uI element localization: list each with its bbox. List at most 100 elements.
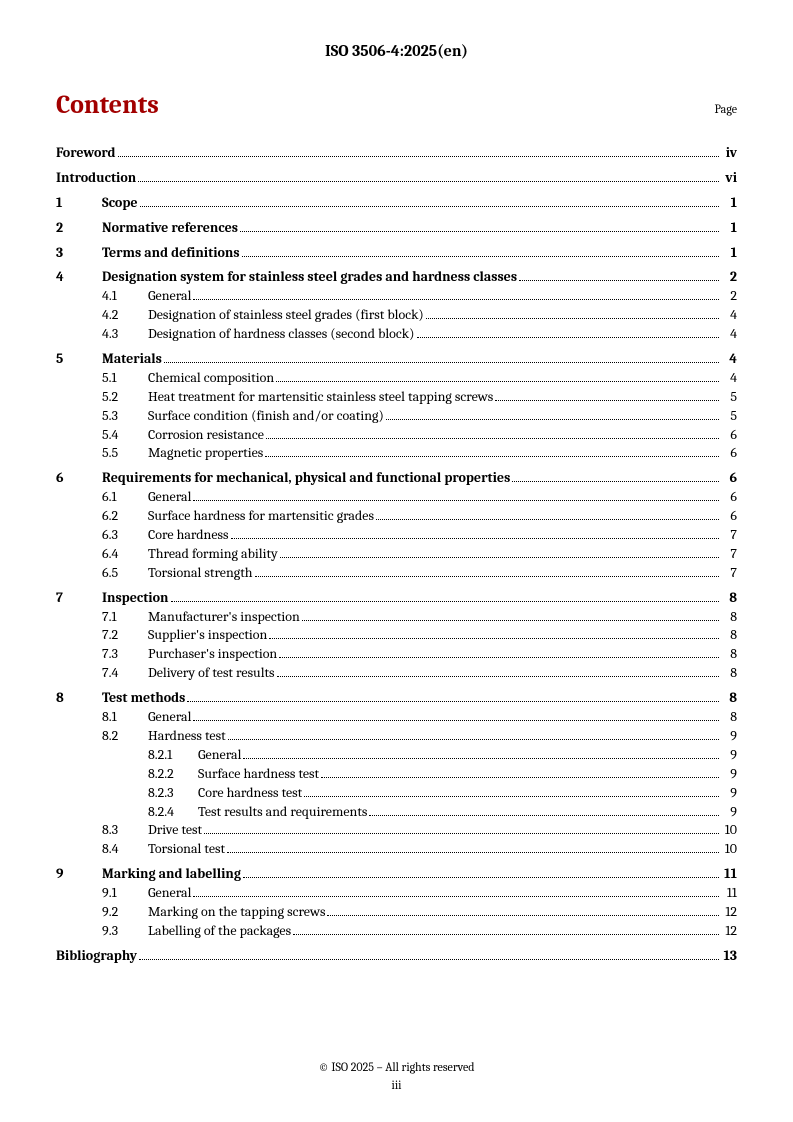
toc-page: 9 (721, 727, 737, 746)
toc-number: 5.2 (102, 388, 148, 407)
toc-number: 4.1 (102, 287, 148, 306)
toc-page: 13 (721, 947, 737, 966)
toc-title: Drive test (148, 821, 202, 840)
toc-leader (417, 329, 720, 338)
toc-page: 7 (721, 526, 737, 545)
toc-row: 6.2Surface hardness for martensitic grad… (102, 507, 737, 526)
toc-row: 9Marking and labelling11 (56, 865, 737, 884)
toc-page: iv (721, 144, 737, 163)
toc-page: 8 (721, 608, 737, 627)
toc-row: 8.2.4Test results and requirements9 (148, 803, 737, 822)
toc-row: Forewordiv (56, 144, 737, 163)
toc-title: Terms and definitions (102, 244, 240, 263)
toc-page: 10 (721, 840, 737, 859)
toc-row: 8.2.1General9 (148, 746, 737, 765)
toc-number: 4 (56, 268, 102, 287)
toc-leader (227, 844, 719, 853)
toc-section: 8Test methods88.1General88.2Hardness tes… (56, 689, 737, 859)
toc-number: 8 (56, 689, 102, 708)
toc-page: 9 (721, 746, 737, 765)
toc-title: General (148, 884, 191, 903)
toc-section: 5Materials45.1Chemical composition45.2He… (56, 350, 737, 463)
toc-page: 4 (721, 325, 737, 344)
toc-number: 6.3 (102, 526, 148, 545)
toc-number: 8.2.3 (148, 784, 198, 803)
toc-title: Core hardness test (198, 784, 302, 803)
toc-section: 4Designation system for stainless steel … (56, 268, 737, 344)
toc-row: 9.1General11 (102, 884, 737, 903)
toc-number: 7.2 (102, 626, 148, 645)
toc-leader (243, 749, 719, 758)
toc-page: 8 (721, 626, 737, 645)
toc-number: 6.4 (102, 545, 148, 564)
toc-row: 8Test methods8 (56, 689, 737, 708)
contents-header: Contents Page (56, 90, 737, 120)
toc-leader (321, 768, 719, 777)
toc-title: Normative references (102, 219, 238, 238)
toc-number: 5.5 (102, 444, 148, 463)
toc-row: Introductionvi (56, 169, 737, 188)
toc-row: 4.3Designation of hardness classes (seco… (102, 325, 737, 344)
toc-leader (369, 806, 719, 815)
toc-number: 8.2.4 (148, 803, 198, 822)
toc-number: 7.3 (102, 645, 148, 664)
toc-number: 5.1 (102, 369, 148, 388)
toc-number: 6.2 (102, 507, 148, 526)
toc-page: 9 (721, 784, 737, 803)
toc-title: Supplier's inspection (148, 626, 267, 645)
toc-front-entry: Forewordiv (56, 144, 737, 163)
toc-page: 4 (721, 350, 737, 369)
toc-row: 6.1General6 (102, 488, 737, 507)
toc-row: Bibliography13 (56, 947, 737, 966)
toc-title: Designation system for stainless steel g… (102, 268, 517, 287)
toc-page: 8 (721, 708, 737, 727)
toc-number: 8.3 (102, 821, 148, 840)
toc-row: 7.1Manufacturer's inspection8 (102, 608, 737, 627)
toc-title: Designation of hardness classes (second … (148, 325, 415, 344)
page: ISO 3506-4:2025(en) Contents Page Forewo… (0, 0, 793, 1122)
toc-row: 7Inspection8 (56, 589, 737, 608)
toc-leader (187, 693, 719, 702)
toc-row: 3Terms and definitions1 (56, 244, 737, 263)
toc-row: 4.1General2 (102, 287, 737, 306)
toc-page: 1 (721, 244, 737, 263)
toc-leader (243, 869, 719, 878)
toc-title: Marking on the tapping screws (148, 903, 325, 922)
toc-number: 6.5 (102, 564, 148, 583)
toc-title: Core hardness (148, 526, 229, 545)
toc-row: 6Requirements for mechanical, physical a… (56, 469, 737, 488)
toc-leader (512, 473, 719, 482)
toc-row: 5.3Surface condition (finish and/or coat… (102, 407, 737, 426)
toc-number: 4.3 (102, 325, 148, 344)
toc-section: 1Scope1 (56, 194, 737, 213)
toc-front-entry: Introductionvi (56, 169, 737, 188)
toc-number: 7.1 (102, 608, 148, 627)
toc-leader (118, 148, 719, 157)
toc-title: Requirements for mechanical, physical an… (102, 469, 510, 488)
toc-row: 5.5Magnetic properties6 (102, 444, 737, 463)
toc-section: 3Terms and definitions1 (56, 244, 737, 263)
toc-number: 4.2 (102, 306, 148, 325)
toc-leader (280, 549, 719, 558)
toc-leader (276, 373, 719, 382)
toc-page: 8 (721, 664, 737, 683)
toc-page: 9 (721, 803, 737, 822)
toc-leader (138, 173, 719, 182)
toc-page: 8 (721, 689, 737, 708)
toc-leader (304, 787, 719, 796)
toc-title: Test methods (102, 689, 185, 708)
toc-row: 8.4Torsional test10 (102, 840, 737, 859)
toc-number: 9 (56, 865, 102, 884)
toc-title: Torsional strength (148, 564, 253, 583)
toc-row: 5.2Heat treatment for martensitic stainl… (102, 388, 737, 407)
toc-row: 8.2Hardness test9 (102, 727, 737, 746)
toc-page: 5 (721, 388, 737, 407)
document-id: ISO 3506-4:2025(en) (56, 42, 737, 60)
toc-number: 5.3 (102, 407, 148, 426)
toc-leader (193, 888, 719, 897)
toc-leader (302, 611, 719, 620)
toc-title: General (148, 708, 191, 727)
toc-leader (193, 291, 719, 300)
toc-page: 8 (721, 645, 737, 664)
toc-leader (171, 592, 720, 601)
